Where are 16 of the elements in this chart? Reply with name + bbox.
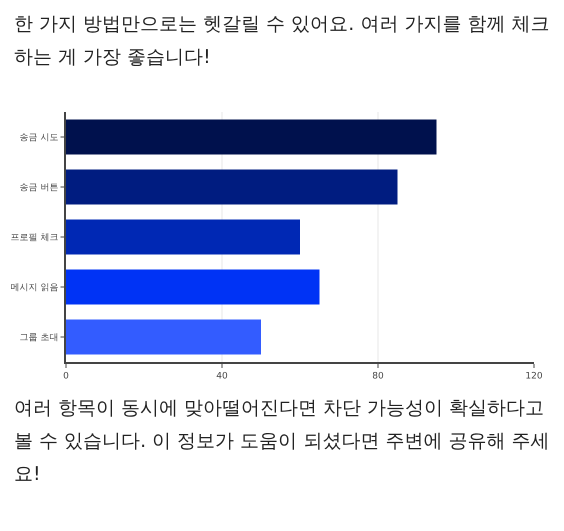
- chart-title: 한 가지 방법만으로는 헷갈릴 수 있어요. 여러 가지를 함께 체크하는 게 가장 좋습니다!: [14, 12, 550, 70]
- x-tick-label: 80: [372, 372, 384, 382]
- x-tick-label: 0: [63, 372, 70, 382]
- bar: [66, 270, 320, 304]
- bar: [66, 320, 261, 354]
- x-tick-label: 40: [216, 372, 228, 382]
- y-tick-label: 프로필 체크: [10, 233, 58, 244]
- y-tick-label: 송금 버튼: [20, 183, 58, 194]
- y-tick-label: 메시지 읽음: [10, 283, 58, 294]
- bar: [66, 220, 300, 254]
- x-tick-label: 120: [525, 372, 543, 382]
- bar: [66, 170, 398, 204]
- text: 여러 항목이 동시에 맞아떨어진다면 차단 가능성이 확실하다고 볼 수 있습니다. 이 정보가 도움이 되셨다면 주변에 공유해 주세요!: [14, 396, 550, 487]
- bar: [66, 120, 436, 154]
- y-tick-label: 그룹 초대: [20, 333, 58, 344]
- y-tick-label: 송금 시도: [20, 133, 58, 144]
